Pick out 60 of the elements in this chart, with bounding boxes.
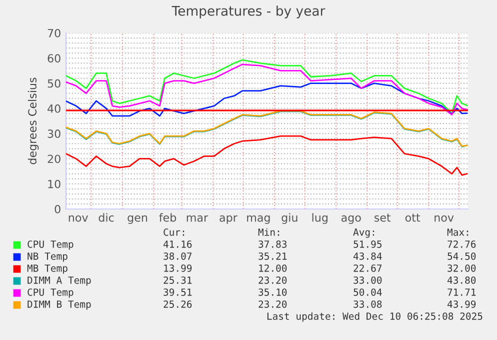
text: 43.84 bbox=[353, 252, 382, 260]
x-tick-label: lug bbox=[312, 213, 328, 224]
text: 51.95 bbox=[354, 240, 382, 248]
text: 72.76 bbox=[448, 240, 476, 248]
text: 13.99 bbox=[164, 264, 192, 272]
y-tick-label: 30 bbox=[48, 130, 60, 138]
y-axis-title: degrees Celsius bbox=[28, 78, 39, 164]
text: 35.21 bbox=[258, 252, 287, 260]
text: 23.20 bbox=[258, 300, 287, 308]
chart-title: Temperatures - by year bbox=[172, 6, 326, 18]
legend-label: DIMM A Temp bbox=[28, 276, 91, 286]
text: 71.71 bbox=[448, 288, 476, 296]
text: 41.16 bbox=[163, 240, 192, 248]
text: 32.00 bbox=[448, 264, 476, 272]
text: 50.04 bbox=[354, 288, 382, 296]
y-tick-label: 20 bbox=[48, 154, 60, 164]
text: Min: bbox=[258, 228, 280, 236]
text: Last update: Wed Dec 10 06:25:08 2025 bbox=[267, 312, 482, 322]
legend-label: CPU Temp bbox=[28, 240, 74, 250]
text: 22.67 bbox=[354, 264, 382, 272]
text: 54.50 bbox=[448, 252, 476, 260]
legend-label: DIMM B Temp bbox=[28, 300, 91, 310]
text: 38.07 bbox=[164, 252, 192, 260]
legend-label: CPU Temp bbox=[28, 288, 74, 298]
x-tick-label: gen bbox=[128, 215, 148, 224]
x-tick-label: nov bbox=[434, 215, 454, 222]
text: 12.00 bbox=[259, 264, 287, 272]
legend-label: NB Temp bbox=[28, 252, 68, 262]
x-tick-label: dic bbox=[98, 213, 114, 222]
text: 37.83 bbox=[258, 240, 287, 248]
x-tick-label: feb bbox=[159, 213, 176, 222]
x-tick-label: ott bbox=[405, 214, 420, 222]
text: 43.99 bbox=[447, 300, 476, 308]
line-series bbox=[66, 135, 468, 176]
x-tick-label: giu bbox=[282, 213, 298, 224]
y-tick-label: 70 bbox=[48, 28, 60, 38]
legend-label: MB Temp bbox=[27, 264, 68, 274]
text: Max: bbox=[447, 228, 468, 236]
text: 25.31 bbox=[164, 276, 192, 284]
text: 33.00 bbox=[354, 276, 382, 284]
x-tick-label: nov bbox=[68, 215, 88, 222]
text: Cur: bbox=[164, 228, 184, 236]
x-tick-label: ago bbox=[341, 215, 361, 224]
y-tick-label: 60 bbox=[48, 54, 60, 63]
y-tick-label: 10 bbox=[48, 180, 60, 188]
text: Avg: bbox=[353, 228, 374, 238]
y-tick-label: 40 bbox=[48, 104, 60, 113]
y-tick-label: 50 bbox=[48, 79, 60, 88]
y-tick-label: 0 bbox=[54, 204, 60, 214]
text: 25.26 bbox=[164, 300, 192, 308]
line-series bbox=[66, 82, 468, 117]
text: 35.10 bbox=[258, 288, 287, 296]
text: 33.08 bbox=[354, 300, 382, 308]
x-tick-label: apr bbox=[220, 215, 238, 224]
x-tick-label: mag bbox=[247, 215, 270, 224]
text: 23.20 bbox=[258, 276, 287, 284]
text: 39.51 bbox=[164, 288, 192, 296]
x-tick-label: set bbox=[374, 214, 391, 222]
x-tick-label: mar bbox=[186, 215, 208, 222]
text: 43.80 bbox=[447, 276, 476, 284]
